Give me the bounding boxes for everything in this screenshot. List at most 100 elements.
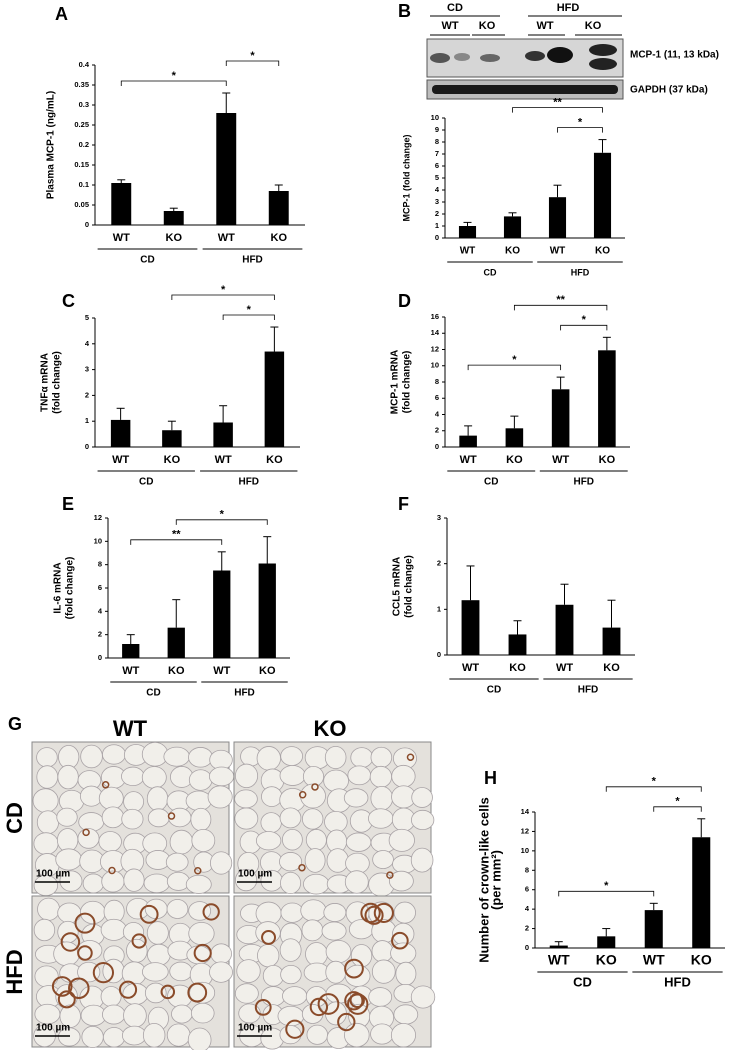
significance-bracket [225, 60, 280, 66]
stained-cell [194, 867, 202, 875]
bar [508, 634, 527, 655]
bar [162, 430, 182, 447]
panel-letter: H [484, 768, 497, 788]
group-label: HFD [578, 685, 599, 696]
adipocyte [123, 868, 145, 892]
x-tick-label: WT [112, 454, 129, 466]
stained-cell [311, 783, 319, 791]
panel-letter: G [8, 714, 22, 734]
y-tick-label: 6 [525, 885, 529, 894]
stained-cell [51, 976, 73, 997]
adipocyte [36, 765, 59, 789]
adipocyte [324, 745, 347, 770]
significance-label: * [652, 776, 657, 788]
stained-cell [74, 912, 96, 934]
x-tick-label: KO [506, 454, 523, 466]
adipocyte [188, 769, 213, 791]
scale-bar-label: 100 µm [36, 869, 70, 880]
adipocyte [372, 850, 394, 870]
adipocyte [126, 938, 148, 963]
panel-letter: B [398, 1, 411, 21]
x-tick-label: KO [259, 665, 276, 677]
adipocyte [280, 964, 302, 985]
significance-label: * [582, 314, 587, 326]
adipocyte [234, 763, 259, 789]
x-tick-label: KO [164, 454, 181, 466]
y-tick-label: 2 [435, 426, 439, 435]
bar [216, 113, 237, 225]
adipocyte [390, 1022, 416, 1048]
significance-bracket [120, 80, 227, 86]
y-tick-label: 12 [431, 344, 439, 353]
western-blot: CD HFD WT KO WT KO MCP-1 (11, 13 kDa) GA… [426, 2, 719, 100]
adipocyte [279, 765, 306, 786]
scale-bar-label: 100 µm [238, 1023, 272, 1034]
y-tick-label: 1 [435, 221, 439, 230]
stained-cell [108, 866, 116, 875]
x-tick-label: KO [509, 662, 526, 674]
band [430, 53, 450, 63]
y-tick-label: 10 [521, 846, 529, 855]
x-tick-label: WT [462, 662, 479, 674]
group-label: HFD [238, 477, 259, 488]
significance-label: * [220, 509, 225, 521]
adipocyte [58, 1027, 81, 1047]
y-tick-label: 5 [85, 313, 89, 322]
significance-bracket [513, 304, 608, 311]
stained-cell [337, 1012, 356, 1032]
adipocyte [371, 940, 394, 963]
x-tick-label: WT [460, 246, 476, 257]
group-label: CD [140, 255, 154, 266]
scale-bar-label: 100 µm [36, 1023, 70, 1034]
y-tick-label: 3 [437, 513, 441, 522]
column-label: WT [113, 716, 148, 741]
adipocyte [305, 986, 328, 1008]
adipocyte [101, 806, 125, 829]
band-label: GAPDH (37 kDa) [630, 85, 708, 96]
adipocyte [34, 1003, 61, 1025]
adipocyte [280, 871, 302, 895]
x-tick-label: WT [218, 232, 235, 244]
adipocyte [81, 1025, 104, 1048]
adipocyte [59, 870, 83, 892]
stained-cell [391, 931, 409, 950]
y-tick-label: 4 [98, 606, 103, 615]
stained-cell [406, 753, 415, 761]
bar [268, 191, 289, 225]
stained-cell [82, 828, 90, 837]
adipocyte [186, 945, 212, 965]
adipocyte [185, 790, 212, 811]
adipocyte [147, 943, 171, 966]
y-tick-label: 4 [85, 339, 90, 348]
x-tick-label: WT [215, 454, 232, 466]
group-label: HFD [573, 477, 594, 488]
blot-genotype: KO [479, 20, 496, 32]
adipocyte [280, 902, 305, 923]
significance-label: * [172, 70, 177, 82]
x-tick-label: WT [122, 665, 139, 677]
row-label: HFD [2, 949, 27, 994]
bar-chart: C 0 1 2 3 4 5 TNFα mRNA (fold change) WT KO WT KO CD H… [40, 284, 300, 488]
significance-label: * [675, 796, 680, 808]
adipocyte [100, 918, 127, 941]
adipocyte [260, 986, 286, 1007]
adipocyte [37, 897, 60, 921]
stained-cell [118, 980, 138, 999]
adipocyte [169, 829, 194, 855]
adipocyte [324, 810, 348, 833]
adipocyte [166, 1023, 191, 1047]
x-tick-label: WT [552, 454, 569, 466]
y-tick-label: 0.4 [79, 60, 90, 69]
adipocyte [123, 791, 145, 813]
adipocyte [82, 873, 105, 894]
stained-cell [373, 902, 394, 923]
adipocyte [32, 788, 59, 813]
bar [593, 152, 612, 238]
stained-cell [261, 929, 277, 945]
adipocyte [185, 874, 212, 894]
group-label: HFD [664, 974, 691, 989]
row-label: CD [2, 802, 27, 834]
adipocyte [388, 828, 415, 852]
adipocyte [98, 786, 124, 810]
y-tick-label: 0.15 [74, 160, 89, 169]
